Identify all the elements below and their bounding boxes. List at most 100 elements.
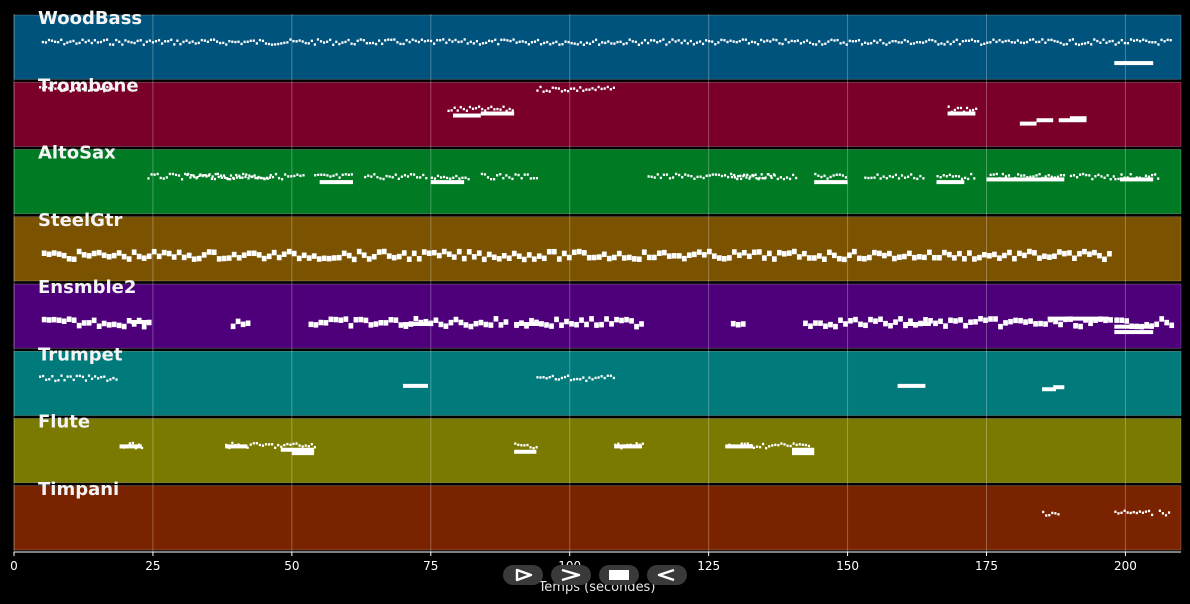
track-lane[interactable]: [13, 283, 1182, 349]
note: [740, 321, 746, 327]
note-block: [936, 180, 965, 185]
note: [986, 41, 989, 44]
note: [848, 318, 853, 324]
stop-button[interactable]: [599, 565, 639, 585]
note: [518, 40, 521, 43]
note: [523, 173, 526, 176]
rewind-button[interactable]: [647, 565, 687, 585]
note: [982, 251, 987, 258]
note: [740, 442, 743, 445]
track-woodbass[interactable]: WoodBass: [13, 8, 1182, 80]
note: [76, 248, 82, 255]
note: [1087, 41, 1090, 44]
note: [517, 443, 520, 446]
play-button[interactable]: [503, 565, 543, 585]
note: [310, 443, 313, 446]
note: [539, 85, 542, 89]
note: [189, 176, 192, 179]
note: [1087, 251, 1092, 257]
note: [581, 250, 587, 256]
note: [425, 176, 428, 180]
note: [640, 41, 644, 45]
track-flute[interactable]: Flute: [13, 412, 1182, 484]
note: [798, 443, 801, 446]
note: [962, 256, 967, 262]
note: [1013, 317, 1018, 324]
note: [1107, 251, 1112, 257]
note: [629, 318, 634, 324]
note: [606, 85, 609, 89]
note: [695, 41, 699, 44]
track-lane[interactable]: [13, 81, 1182, 147]
note: [364, 175, 367, 179]
note: [216, 172, 220, 176]
note: [1048, 513, 1051, 517]
note: [385, 174, 388, 178]
note: [90, 86, 94, 90]
note: [888, 41, 891, 44]
note: [176, 39, 179, 42]
note: [1138, 510, 1141, 513]
note: [471, 254, 477, 260]
note: [271, 443, 274, 446]
track-lane[interactable]: [13, 485, 1182, 551]
note: [726, 255, 732, 261]
track-lane[interactable]: [13, 216, 1182, 282]
note: [236, 255, 242, 261]
note: [192, 174, 195, 177]
note: [311, 253, 317, 259]
track-trumpet[interactable]: Trumpet: [13, 344, 1182, 416]
note: [893, 319, 898, 325]
note: [128, 442, 131, 445]
note: [1103, 176, 1106, 180]
note-block: [514, 449, 537, 454]
tracks: WoodBass Trombone AltoSax SteelGtr Ensmble2 T…: [13, 8, 1182, 551]
note: [493, 108, 496, 111]
note: [726, 175, 730, 179]
track-lane[interactable]: [13, 418, 1182, 484]
note: [942, 174, 945, 177]
track-ensmble2[interactable]: Ensmble2: [13, 277, 1182, 349]
note: [131, 441, 135, 445]
note: [746, 173, 749, 177]
note: [486, 251, 492, 258]
note: [48, 378, 51, 381]
note: [601, 251, 607, 258]
note: [512, 38, 515, 41]
note: [116, 250, 122, 256]
note: [867, 42, 870, 45]
track-lane[interactable]: [13, 14, 1182, 80]
note: [1169, 322, 1175, 329]
fast-forward-button[interactable]: [551, 565, 591, 585]
note: [626, 254, 632, 261]
note: [430, 176, 433, 179]
note: [478, 43, 482, 46]
track-trombone[interactable]: Trombone: [13, 75, 1182, 147]
track-lane[interactable]: [13, 350, 1182, 416]
note: [773, 174, 776, 177]
note: [934, 40, 937, 43]
note: [1126, 42, 1130, 45]
note: [75, 87, 78, 90]
note: [803, 320, 808, 327]
note: [818, 40, 821, 43]
note: [1038, 40, 1041, 44]
note-block: [792, 451, 815, 456]
track-altosax[interactable]: AltoSax: [13, 143, 1182, 215]
note: [636, 256, 642, 262]
note: [1169, 38, 1172, 42]
note-block: [403, 383, 429, 388]
note: [100, 87, 103, 91]
note: [788, 177, 792, 181]
note: [845, 43, 848, 46]
note: [992, 38, 995, 41]
note: [778, 42, 781, 45]
track-lane[interactable]: [13, 149, 1182, 215]
track-steelgtr[interactable]: SteelGtr: [13, 210, 1182, 282]
note: [511, 250, 517, 257]
note: [494, 38, 497, 42]
note: [573, 87, 576, 90]
note: [326, 255, 332, 262]
note: [1117, 177, 1120, 181]
track-timpani[interactable]: Timpani: [13, 479, 1182, 551]
